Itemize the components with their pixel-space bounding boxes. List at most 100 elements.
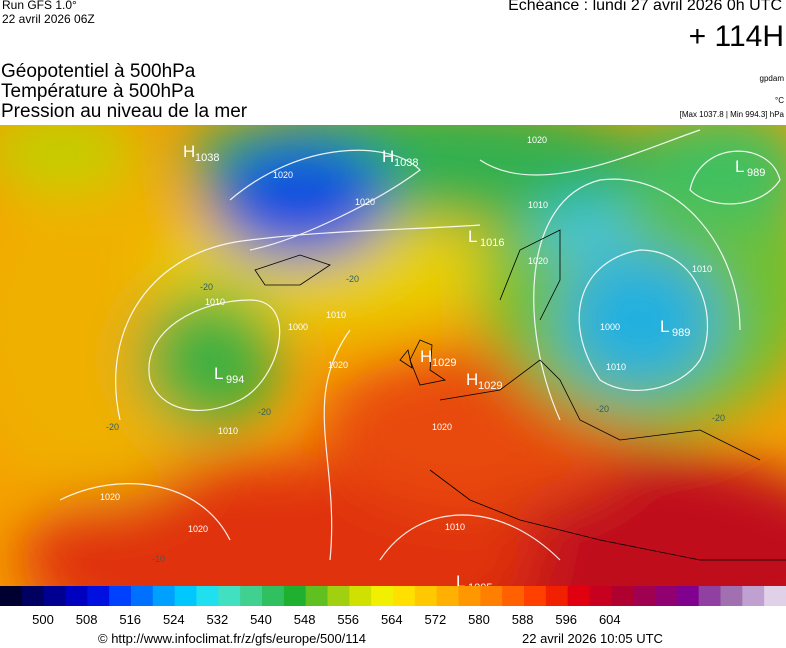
contour-label: 1010 — [692, 264, 712, 274]
contour-label: 1010 — [326, 310, 346, 320]
contour-label: 1020 — [273, 170, 293, 180]
legend-tick-label: 604 — [599, 612, 621, 627]
legend-swatch — [21, 586, 45, 606]
run: 22 avril 2026 06Z — [2, 12, 95, 26]
lead-time: + 114H — [688, 20, 784, 53]
legend-swatch — [0, 586, 23, 606]
legend-tick-label: 564 — [381, 612, 403, 627]
legend-tick-label: 596 — [555, 612, 577, 627]
contour-label: 1010 — [205, 297, 225, 307]
model: Run GFS 1.0° — [2, 0, 77, 12]
legend-swatch — [283, 586, 307, 606]
legend-swatch — [196, 586, 219, 606]
legend-swatch — [131, 586, 154, 606]
contour-label: 1010 — [606, 362, 626, 372]
legend-tick-label: 524 — [163, 612, 185, 627]
center-letter: L — [456, 572, 465, 591]
legend-tick-label: 588 — [512, 612, 534, 627]
center-value: 994 — [226, 374, 244, 386]
legend-swatch — [567, 586, 590, 606]
legend-tick-label: 532 — [207, 612, 229, 627]
legend-tick-label: 500 — [32, 612, 54, 627]
legend-tick-label: 516 — [119, 612, 141, 627]
legend-tick-label: 572 — [425, 612, 447, 627]
contour-label: 1020 — [432, 422, 452, 432]
contour-label: 1020 — [528, 256, 548, 266]
legend-tick-label: 580 — [468, 612, 490, 627]
center-letter: L — [468, 227, 477, 246]
valid-time: Echéance : lundi 27 avril 2026 0h UTC — [508, 0, 782, 14]
unit: gpdam — [759, 74, 784, 83]
legend-swatch — [349, 586, 372, 606]
contour-label: 1000 — [600, 322, 620, 332]
center-value: 1029 — [432, 357, 456, 369]
center-letter: H — [466, 370, 478, 389]
contour-label: 1020 — [328, 360, 348, 370]
legend-swatch — [655, 586, 678, 606]
legend-swatch — [109, 586, 132, 606]
footer-time: 22 avril 2026 10:05 UTC — [522, 631, 663, 646]
contour-label: 1010 — [445, 522, 465, 532]
legend-swatch — [262, 586, 285, 606]
legend-swatch — [65, 586, 88, 606]
legend-swatch — [676, 586, 700, 606]
center-letter: H — [183, 142, 195, 161]
center-letter: L — [735, 157, 744, 176]
center-letter: L — [660, 317, 669, 336]
legend-swatch — [589, 586, 612, 606]
unit: °C — [775, 96, 784, 105]
legend-swatch — [502, 586, 525, 606]
legend-swatch — [87, 586, 110, 606]
contour-label: 1020 — [527, 135, 547, 145]
legend-swatch — [742, 586, 765, 606]
center-value: 1038 — [195, 152, 219, 164]
center-value: 1038 — [394, 157, 418, 169]
contour-label: -10 — [152, 554, 165, 564]
field: Géopotentiel à 500hPa — [1, 61, 196, 82]
unit: [Max 1037.8 | Min 994.3] hPa — [679, 110, 784, 119]
contour-label: 1000 — [288, 322, 308, 332]
legend-swatch — [371, 586, 394, 606]
legend-swatch — [414, 586, 438, 606]
contour-label: -20 — [712, 413, 725, 423]
contour-label: -20 — [200, 282, 213, 292]
contour-label: -20 — [596, 404, 609, 414]
legend-swatch — [720, 586, 743, 606]
center-value: 1029 — [478, 380, 502, 392]
legend-swatch — [240, 586, 263, 606]
center-value: 989 — [672, 327, 690, 339]
legend-swatch — [152, 586, 176, 606]
center-letter: H — [420, 347, 432, 366]
contour-label: -20 — [258, 407, 271, 417]
legend-swatch — [633, 586, 656, 606]
legend-swatch — [43, 586, 66, 606]
center-value: 1016 — [480, 237, 504, 249]
legend-swatch — [764, 586, 786, 606]
contour-label: -20 — [106, 422, 119, 432]
legend-swatch — [458, 586, 481, 606]
legend-swatch — [436, 586, 459, 606]
contour-label: -20 — [346, 274, 359, 284]
contour-label: 1010 — [218, 426, 238, 436]
legend-swatch — [218, 586, 241, 606]
legend-swatch — [393, 586, 416, 606]
contour-label: 1020 — [100, 492, 120, 502]
legend-tick-label: 548 — [294, 612, 316, 627]
legend-swatch — [305, 586, 328, 606]
field: Température à 500hPa — [1, 81, 195, 102]
temperature-field — [0, 125, 786, 586]
legend-swatch — [174, 586, 197, 606]
footer-url: © http://www.infoclimat.fr/z/gfs/europe/… — [98, 631, 367, 646]
legend-swatch — [698, 586, 721, 606]
legend-swatch — [611, 586, 634, 606]
legend-tick-label: 540 — [250, 612, 272, 627]
legend-swatch — [545, 586, 569, 606]
legend-tick-label: 556 — [337, 612, 359, 627]
center-value: 989 — [747, 167, 765, 179]
legend-tick-label: 508 — [76, 612, 98, 627]
legend-swatch — [480, 586, 503, 606]
legend-swatch — [524, 586, 547, 606]
field: Pression au niveau de la mer — [1, 101, 248, 122]
